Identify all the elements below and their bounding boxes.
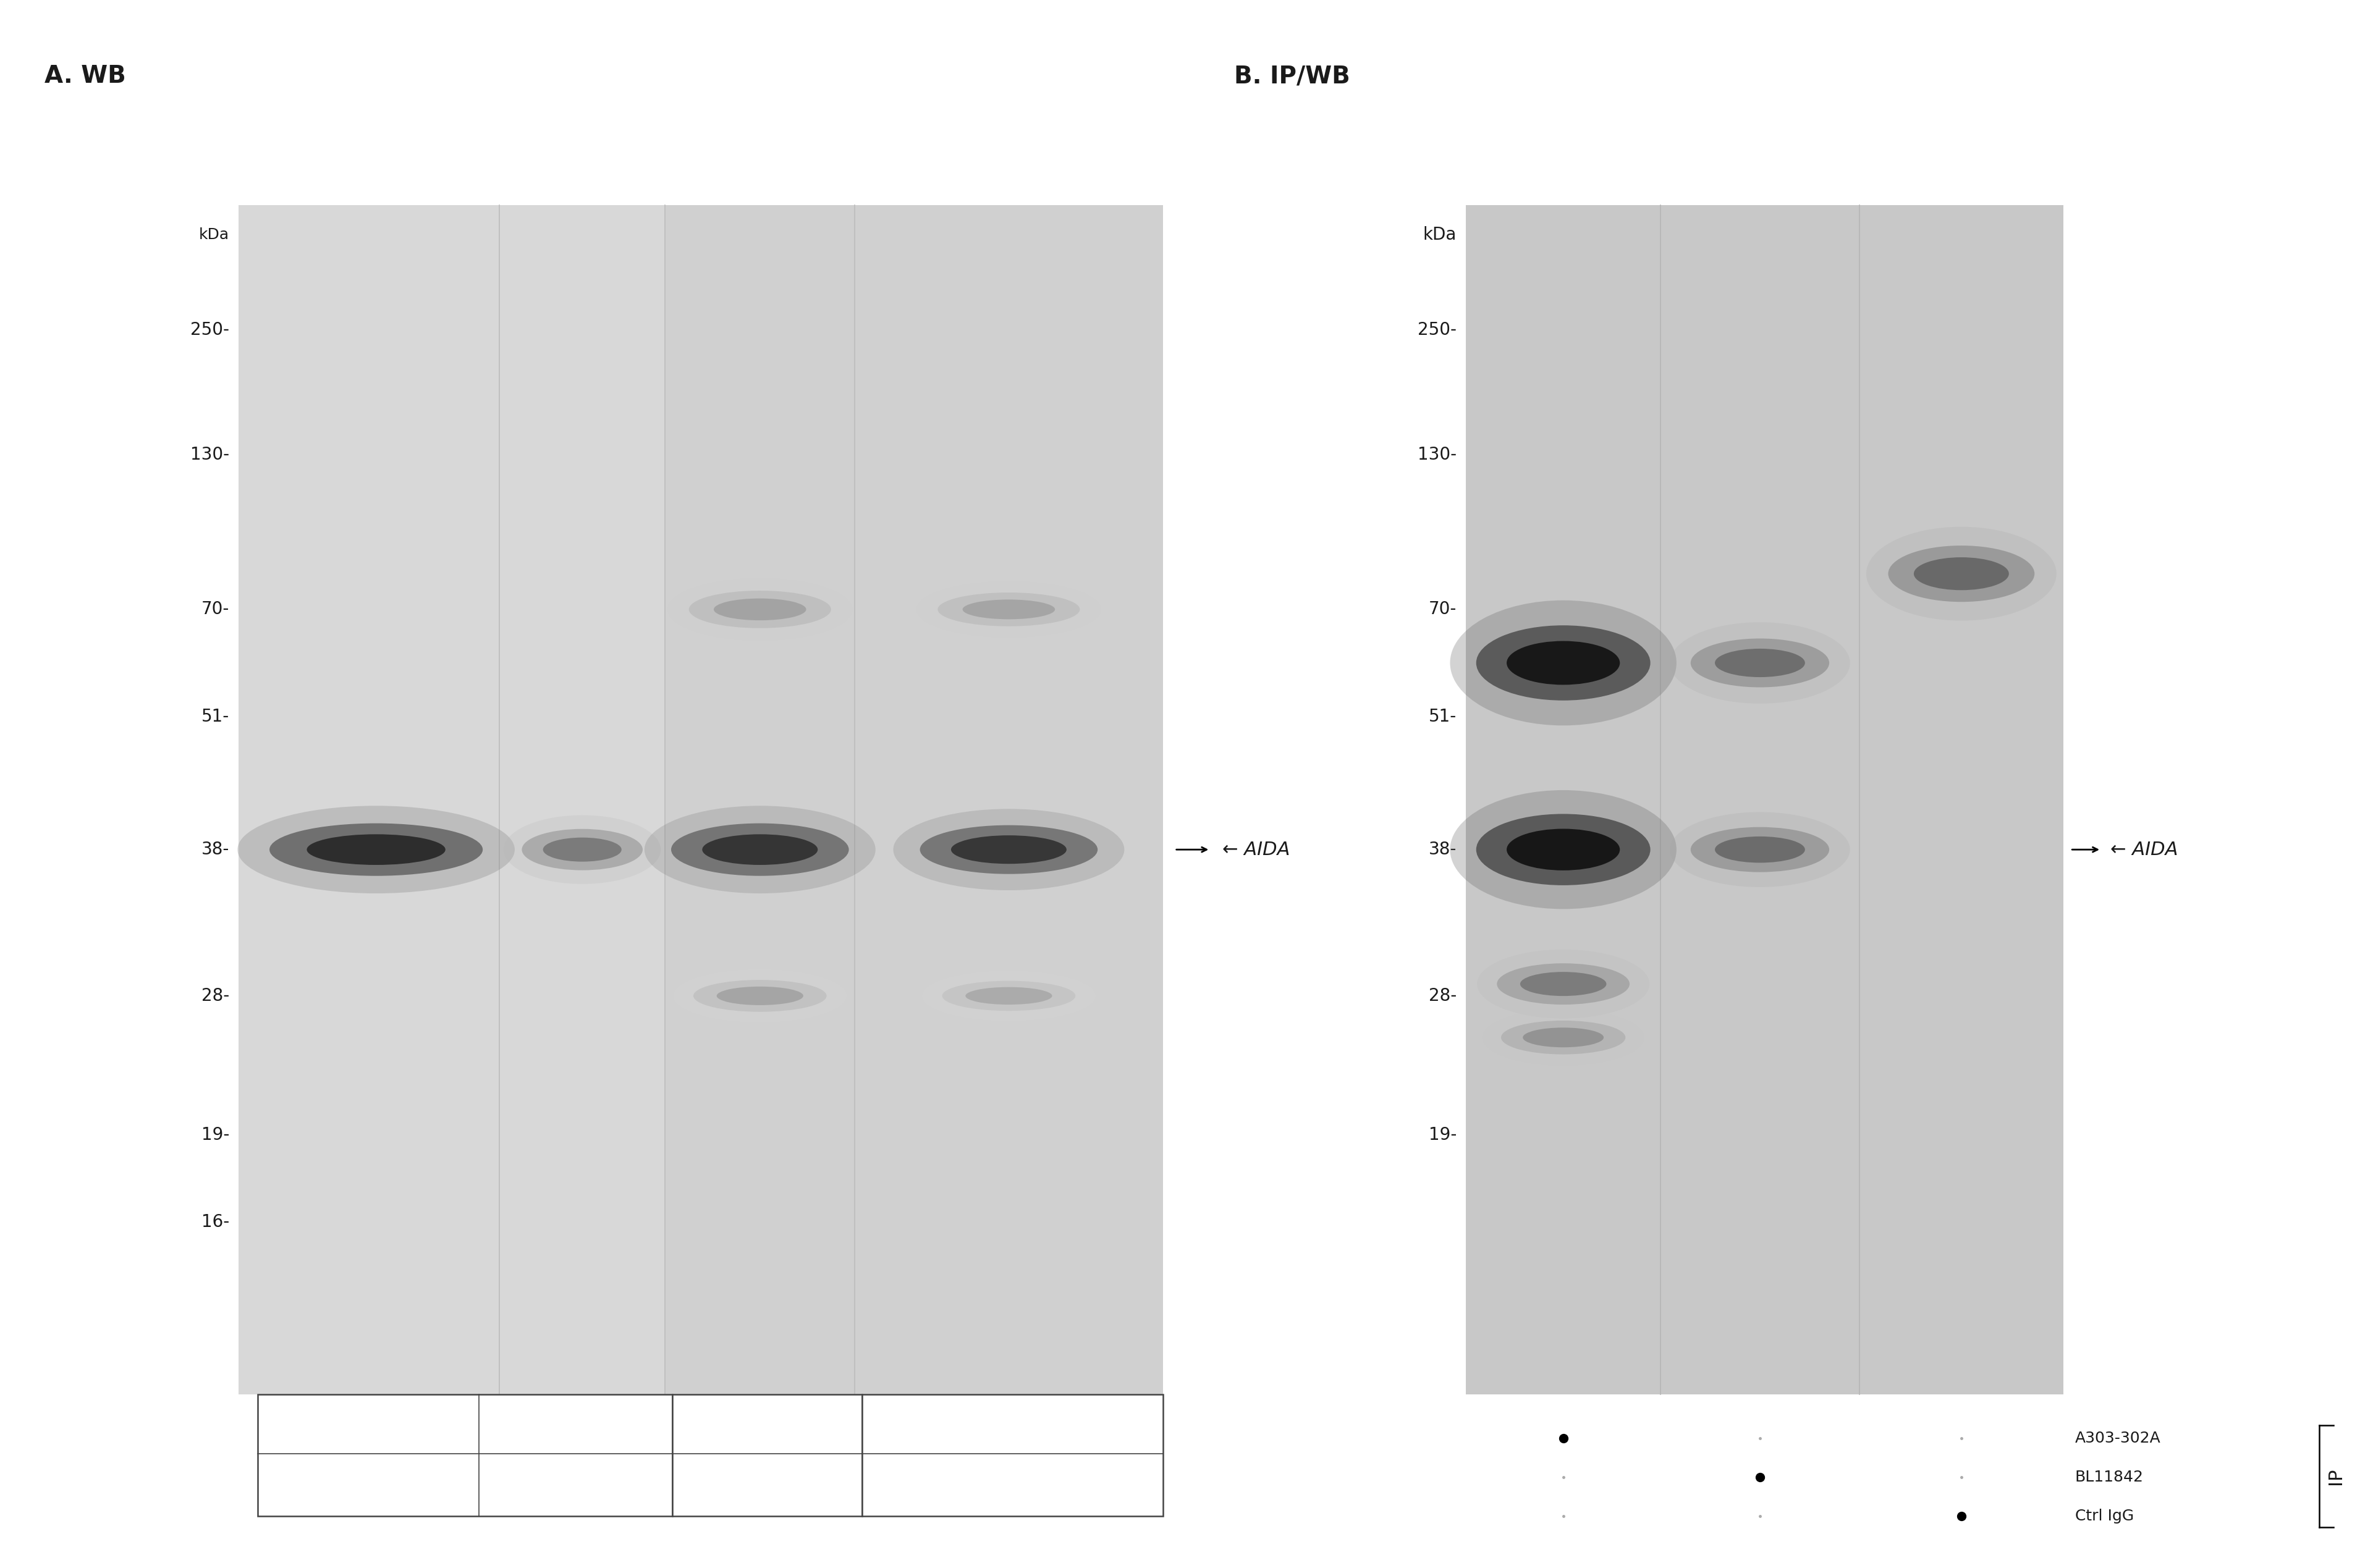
- Text: 70-: 70-: [1429, 601, 1457, 618]
- Text: BL11842: BL11842: [2074, 1469, 2143, 1485]
- Text: ← AIDA: ← AIDA: [1222, 840, 1289, 859]
- Ellipse shape: [1450, 601, 1675, 726]
- Ellipse shape: [1889, 546, 2034, 602]
- Text: J: J: [764, 1477, 769, 1493]
- Text: B. IP/WB: B. IP/WB: [1234, 64, 1350, 88]
- Ellipse shape: [921, 825, 1099, 873]
- Ellipse shape: [306, 834, 446, 866]
- Bar: [240, 205, 664, 1394]
- Text: T: T: [1009, 1477, 1018, 1493]
- Ellipse shape: [1913, 557, 2010, 590]
- Ellipse shape: [674, 969, 847, 1022]
- Ellipse shape: [1523, 1027, 1604, 1047]
- Text: 70-: 70-: [202, 601, 230, 618]
- Text: 130-: 130-: [190, 447, 230, 464]
- Text: 19-: 19-: [202, 1126, 230, 1143]
- Ellipse shape: [522, 829, 643, 870]
- Ellipse shape: [1671, 812, 1851, 887]
- Ellipse shape: [645, 806, 876, 894]
- Text: 28-: 28-: [202, 988, 230, 1005]
- Text: 15: 15: [572, 1416, 591, 1432]
- Text: A. WB: A. WB: [45, 64, 126, 88]
- Bar: [861, 1394, 1163, 1516]
- Ellipse shape: [688, 591, 831, 629]
- Ellipse shape: [916, 582, 1101, 638]
- Ellipse shape: [1476, 626, 1649, 701]
- Text: A303-302A: A303-302A: [2074, 1430, 2162, 1446]
- Bar: [672, 1394, 861, 1516]
- Ellipse shape: [923, 971, 1096, 1021]
- Bar: [664, 205, 1163, 1394]
- Text: 38-: 38-: [202, 840, 230, 858]
- Ellipse shape: [1476, 950, 1649, 1018]
- Ellipse shape: [1521, 972, 1607, 996]
- Ellipse shape: [966, 988, 1051, 1005]
- Text: 19-: 19-: [1429, 1126, 1457, 1143]
- Ellipse shape: [1497, 963, 1630, 1005]
- Bar: [1467, 205, 2062, 1394]
- Ellipse shape: [937, 593, 1080, 626]
- Ellipse shape: [963, 599, 1056, 619]
- Ellipse shape: [503, 815, 660, 884]
- Text: HeLa: HeLa: [446, 1477, 484, 1493]
- Ellipse shape: [1716, 649, 1806, 677]
- Text: 250-: 250-: [190, 321, 230, 339]
- Ellipse shape: [714, 599, 807, 621]
- Text: 51-: 51-: [1429, 707, 1457, 724]
- Ellipse shape: [237, 806, 515, 894]
- Ellipse shape: [667, 579, 852, 641]
- Text: 130-: 130-: [1417, 447, 1457, 464]
- Ellipse shape: [1690, 638, 1830, 687]
- Ellipse shape: [1507, 829, 1621, 870]
- Ellipse shape: [1716, 836, 1806, 862]
- Text: 50: 50: [999, 1416, 1018, 1432]
- Ellipse shape: [892, 809, 1125, 891]
- Text: ← AIDA: ← AIDA: [2110, 840, 2178, 859]
- Ellipse shape: [1483, 1010, 1644, 1066]
- Ellipse shape: [693, 980, 826, 1011]
- Text: IP: IP: [2328, 1468, 2345, 1485]
- Text: 28-: 28-: [1429, 988, 1457, 1005]
- Ellipse shape: [1671, 622, 1851, 704]
- Text: 50: 50: [365, 1416, 387, 1432]
- Text: 38-: 38-: [1429, 840, 1457, 858]
- Ellipse shape: [702, 834, 819, 866]
- Ellipse shape: [1450, 790, 1675, 909]
- Ellipse shape: [1476, 814, 1649, 886]
- Ellipse shape: [1502, 1021, 1626, 1054]
- Ellipse shape: [1865, 527, 2057, 621]
- Ellipse shape: [942, 982, 1075, 1011]
- Text: 16-: 16-: [202, 1214, 230, 1231]
- Text: 250-: 250-: [1417, 321, 1457, 339]
- Text: 50: 50: [750, 1416, 769, 1432]
- Bar: [259, 1394, 672, 1516]
- Ellipse shape: [952, 836, 1065, 864]
- Text: Ctrl IgG: Ctrl IgG: [2074, 1508, 2133, 1524]
- Ellipse shape: [1690, 826, 1830, 872]
- Text: kDa: kDa: [1424, 226, 1457, 243]
- Ellipse shape: [1507, 641, 1621, 685]
- Ellipse shape: [543, 837, 622, 862]
- Text: kDa: kDa: [199, 227, 230, 241]
- Ellipse shape: [717, 986, 804, 1005]
- Text: 51-: 51-: [202, 707, 230, 724]
- Ellipse shape: [672, 823, 850, 877]
- Ellipse shape: [271, 823, 482, 877]
